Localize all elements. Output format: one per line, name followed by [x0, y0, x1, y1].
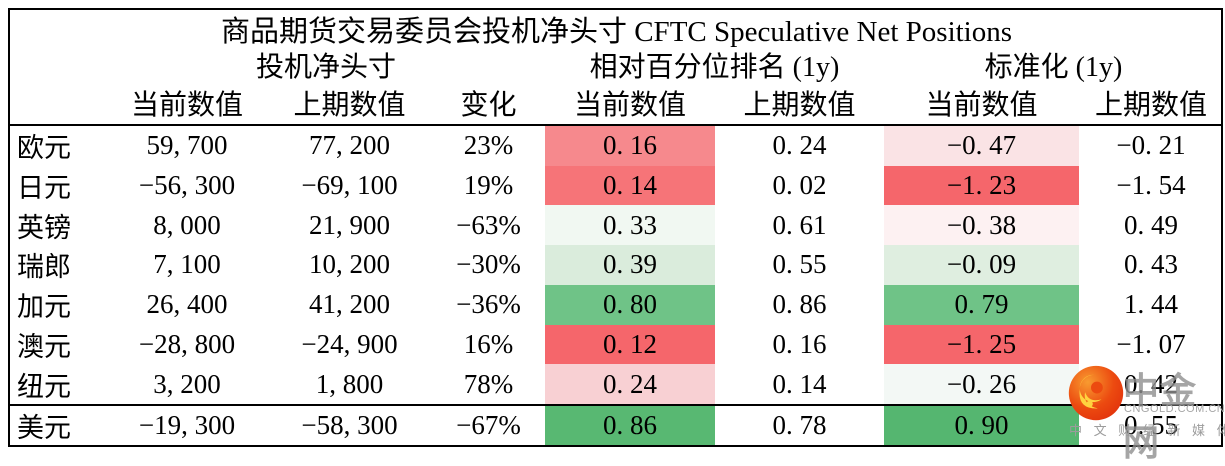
cell-change: −63%: [456, 209, 521, 240]
column-header-std-previous: 上期数值: [1079, 82, 1223, 126]
cell-spec-previous: 41, 200: [309, 289, 390, 320]
cell-change: 19%: [463, 170, 514, 201]
cell-spec-current: −19, 300: [107, 404, 267, 445]
group-header-spacer: [10, 48, 107, 82]
column-header-std-current: 当前数值: [884, 82, 1079, 126]
row-label-gbp: 英镑: [17, 212, 71, 243]
column-header-spec-previous: 上期数值: [267, 82, 432, 126]
cell-rel-current-heat: 0. 80: [545, 284, 715, 325]
cngold-watermark: 中金网 CNGOLD.COM.CN 中 文 财 经 新 媒 体: [1067, 360, 1225, 463]
cell-rel-previous: 0. 61: [772, 209, 827, 240]
cell-spec-previous: 1, 800: [315, 368, 384, 399]
cell-std-previous: 0. 55: [1079, 404, 1223, 445]
row-label-chf: 瑞郎: [17, 252, 71, 283]
cell-rel-current-heat: 0. 24: [545, 364, 715, 404]
column-header-spec-current: 当前数值: [107, 82, 267, 126]
cell-rel-previous: 0. 55: [772, 249, 827, 280]
cell-std-current-heat: −0. 09: [884, 245, 1079, 285]
cell-std-current-heat: −1. 25: [884, 324, 1079, 365]
cngold-logo-icon: [1068, 365, 1124, 421]
cell-std-current-heat: −0. 38: [884, 205, 1079, 246]
row-label-aud: 澳元: [17, 331, 71, 362]
cell-spec-previous: 77, 200: [309, 130, 390, 161]
cell-rel-previous: 0. 02: [772, 170, 827, 201]
cell-std-previous: 0. 49: [1124, 209, 1178, 240]
column-header-spacer: [10, 82, 107, 126]
row-label-nzd: 纽元: [17, 371, 71, 402]
cell-change: 16%: [463, 328, 514, 359]
cell-rel-current-heat: 0. 86: [545, 404, 715, 445]
cell-rel-current-heat: 0. 14: [545, 165, 715, 206]
cell-spec-current: −56, 300: [138, 170, 236, 201]
cell-rel-previous: 0. 14: [772, 368, 827, 399]
cell-change: 23%: [463, 130, 514, 161]
group-header-standardized: 标准化 (1y): [984, 52, 1123, 83]
group-header-relative-percentile: 相对百分位排名 (1y): [589, 52, 840, 83]
column-header-rel-current: 当前数值: [545, 82, 715, 126]
cell-spec-current: −28, 800: [138, 328, 236, 359]
cell-change: −30%: [456, 249, 521, 280]
cell-rel-current-heat: 0. 39: [545, 245, 715, 285]
watermark-domain: CNGOLD.COM.CN: [1124, 403, 1225, 415]
cell-rel-current-heat: 0. 33: [545, 205, 715, 246]
cell-rel-previous: 0. 78: [715, 404, 884, 445]
cell-std-previous: −0. 21: [1116, 130, 1186, 161]
cell-change: 78%: [463, 368, 514, 399]
row-label-cad: 加元: [17, 292, 71, 323]
cell-spec-current: 8, 000: [153, 209, 221, 240]
column-header-rel-previous: 上期数值: [715, 82, 884, 126]
cell-std-previous: −1. 07: [1116, 328, 1186, 359]
cell-spec-previous: −69, 100: [301, 170, 398, 201]
row-label-eur: 欧元: [17, 133, 71, 164]
group-header-speculative: 投机净头寸: [255, 52, 396, 83]
cell-change: −67%: [432, 404, 545, 445]
cell-std-current-heat: −0. 26: [884, 364, 1079, 404]
cell-change: −36%: [456, 289, 521, 320]
cell-std-previous: 0. 42: [1124, 368, 1178, 399]
cell-std-previous: −1. 54: [1116, 170, 1186, 201]
cell-spec-previous: 10, 200: [309, 249, 390, 280]
cell-spec-current: 7, 100: [153, 249, 221, 280]
column-header-change: 变化: [432, 82, 545, 126]
cell-rel-previous: 0. 16: [772, 328, 827, 359]
cell-spec-current: 3, 200: [153, 368, 221, 399]
cell-rel-current-heat: 0. 16: [545, 126, 715, 166]
cell-spec-previous: 21, 900: [309, 209, 390, 240]
cell-spec-previous: −58, 300: [267, 404, 432, 445]
watermark-tagline: 中 文 财 经 新 媒 体: [1069, 423, 1225, 438]
cell-std-current-heat: 0. 90: [884, 404, 1079, 445]
cell-std-current-heat: −0. 47: [884, 126, 1079, 166]
cell-spec-previous: −24, 900: [301, 328, 398, 359]
cell-rel-previous: 0. 24: [772, 130, 827, 161]
page-title: 商品期货交易委员会投机净头寸 CFTC Speculative Net Posi…: [220, 16, 1013, 48]
cell-std-previous: 0. 43: [1124, 249, 1178, 280]
cftc-positions-table: 商品期货交易委员会投机净头寸 CFTC Speculative Net Posi…: [8, 8, 1223, 447]
cell-std-current-heat: 0. 79: [884, 284, 1079, 325]
cell-spec-current: 26, 400: [146, 289, 228, 320]
row-label-jpy: 日元: [17, 173, 71, 204]
cell-std-previous: 1. 44: [1124, 289, 1178, 320]
row-label-usd: 美元: [10, 404, 107, 445]
cell-rel-previous: 0. 86: [772, 289, 827, 320]
cell-spec-current: 59, 700: [146, 130, 228, 161]
cell-std-current-heat: −1. 23: [884, 165, 1079, 206]
cell-rel-current-heat: 0. 12: [545, 324, 715, 365]
